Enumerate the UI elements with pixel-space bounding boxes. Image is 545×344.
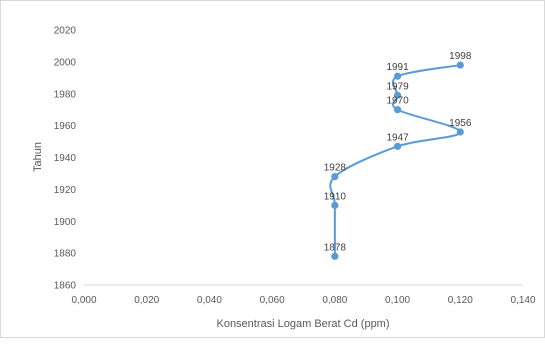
y-tick-label: 1920 (54, 185, 77, 196)
x-axis-title: Konsentrasi Logam Berat Cd (ppm) (216, 318, 389, 330)
data-point (331, 201, 339, 209)
x-tick-label: 0,140 (510, 295, 535, 306)
data-point (393, 91, 402, 99)
x-tick-label: 0,040 (197, 295, 222, 306)
data-point (393, 106, 402, 114)
data-point (331, 173, 339, 181)
data-label: 1947 (386, 132, 409, 143)
x-tick-label: 0,000 (71, 295, 96, 306)
data-label: 1998 (449, 51, 472, 62)
y-tick-label: 1940 (54, 153, 77, 164)
data-point (393, 142, 402, 150)
y-tick-label: 1960 (54, 121, 77, 132)
y-tick-label: 1900 (54, 217, 77, 228)
x-tick-label: 0,120 (448, 295, 473, 306)
y-tick-labels: 1860 1880 1900 1920 1940 1960 1980 2000 2020 (54, 26, 77, 292)
x-tick-label: 0,020 (134, 295, 159, 306)
y-tick-label: 2020 (54, 26, 77, 37)
data-label: 1956 (449, 118, 472, 129)
point-labels: 1878 1910 1928 1947 1956 1970 1979 1991 1998 (324, 51, 472, 253)
y-tick-label: 1860 (54, 281, 77, 292)
x-tick-labels: 0,000 0,020 0,040 0,060 0,080 0,100 0,120 0,140 (71, 295, 535, 306)
data-label: 1928 (324, 163, 347, 174)
y-tick-label: 2000 (54, 57, 77, 68)
x-tick-label: 0,080 (322, 295, 347, 306)
data-label: 1970 (386, 96, 409, 107)
data-series (329, 61, 464, 260)
x-tick-label: 0,100 (385, 295, 410, 306)
y-axis-title: Tahun (32, 142, 44, 172)
data-label: 1991 (386, 62, 409, 73)
data-label: 1910 (324, 191, 347, 202)
x-tick-label: 0,060 (260, 295, 285, 306)
data-point (456, 128, 464, 136)
y-tick-label: 1880 (54, 249, 77, 260)
data-point (393, 72, 402, 80)
data-point (331, 252, 339, 260)
data-label: 1878 (324, 242, 347, 253)
data-point (456, 61, 464, 69)
y-tick-label: 1980 (54, 89, 77, 100)
data-label: 1979 (386, 81, 409, 92)
